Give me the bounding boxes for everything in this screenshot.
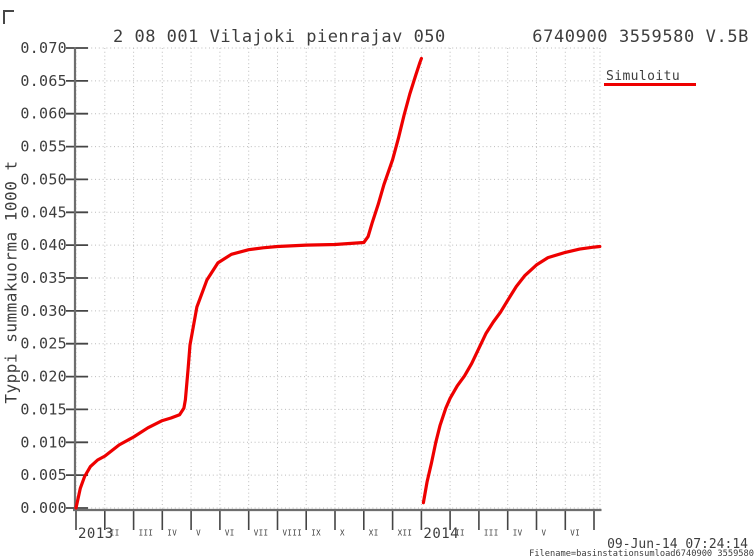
x-tick-month-label: VI xyxy=(570,529,580,538)
y-tick-label: 0.050 xyxy=(20,170,67,188)
y-tick-label: 0.030 xyxy=(20,302,67,320)
y-tick-label: 0.070 xyxy=(20,39,67,57)
y-tick-label: 0.045 xyxy=(20,203,67,221)
chart-title-station-coordinates: 6740900 3559580 V.5B xyxy=(532,27,749,47)
legend-series-label: Simuloitu xyxy=(606,69,681,84)
x-tick-month-label: IV xyxy=(167,529,177,538)
x-tick-year-label: 2014 xyxy=(423,526,459,542)
y-tick-label: 0.065 xyxy=(20,72,67,90)
y-tick-label: 0.015 xyxy=(20,400,67,418)
chart-title: 2 08 001 Vilajoki pienrajav 050 xyxy=(113,27,446,47)
x-tick-month-label: III xyxy=(484,529,499,538)
filename: Filename=basinstationsumload6740900 3559… xyxy=(529,549,754,559)
x-tick-month-label: XII xyxy=(398,529,413,538)
x-tick-month-label: IX xyxy=(311,529,321,538)
x-tick-month-label: V xyxy=(196,529,201,538)
y-tick-label: 0.060 xyxy=(20,105,67,123)
y-tick-label: 0.055 xyxy=(20,138,67,156)
series-curve xyxy=(421,244,602,505)
x-tick-year-label: 2013 xyxy=(78,526,114,542)
x-tick-month-label: II xyxy=(110,529,120,538)
legend-line-sample xyxy=(604,83,696,86)
y-tick-label: 0.025 xyxy=(20,335,67,353)
x-tick-month-label: XI xyxy=(369,529,379,538)
x-tick-month-label: VII xyxy=(254,529,269,538)
screen-corner-artifact xyxy=(3,10,14,24)
y-tick-label: 0.005 xyxy=(20,466,67,484)
x-tick-month-label: II xyxy=(455,529,465,538)
y-tick-label: 0.040 xyxy=(20,236,67,254)
x-tick-month-label: X xyxy=(340,529,345,538)
x-tick-month-label: VIII xyxy=(283,529,303,538)
x-tick-month-label: VI xyxy=(225,529,235,538)
timestamp: 09-Jun-14 07:24:14 xyxy=(607,537,748,552)
x-tick-month-label: V xyxy=(542,529,547,538)
x-tick-month-label: IV xyxy=(513,529,523,538)
y-tick-label: 0.035 xyxy=(20,269,67,287)
y-tick-label: 0.000 xyxy=(20,499,67,517)
y-tick-label: 0.010 xyxy=(20,433,67,451)
x-tick-month-label: III xyxy=(139,529,154,538)
y-tick-label: 0.020 xyxy=(20,368,67,386)
series-curve xyxy=(74,56,423,510)
